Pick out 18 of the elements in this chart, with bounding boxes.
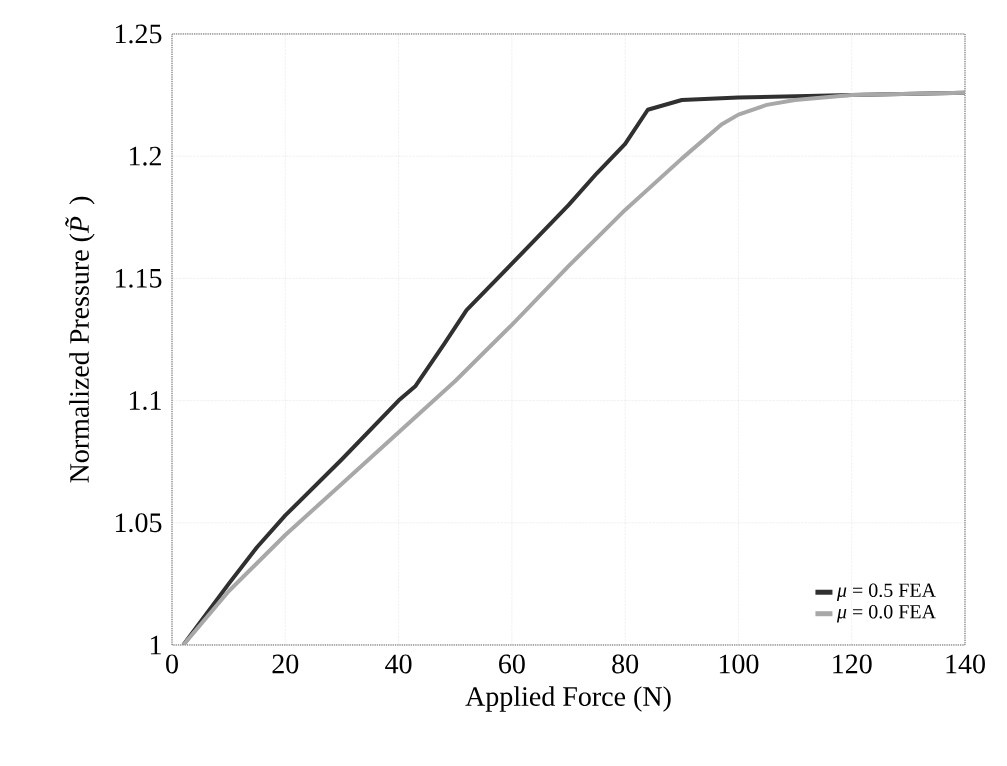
y-tick-label: 1.05 <box>115 513 162 533</box>
y-tick-label: 1.25 <box>115 24 162 44</box>
x-axis-title: Applied Force (N) <box>465 686 671 712</box>
y-tick-label: 1 <box>150 635 161 655</box>
x-tick-label: 120 <box>833 654 872 674</box>
x-tick-label: 20 <box>272 654 299 674</box>
y-tick-label: 1.15 <box>115 268 162 288</box>
x-tick-label: 0 <box>166 654 178 674</box>
x-tick-label: 80 <box>612 654 639 674</box>
y-axis-title: Normalized Pressure (P̃) <box>65 196 95 483</box>
legend-label: μ = 0.5 FEA <box>836 583 936 602</box>
x-tick-label: 100 <box>719 654 759 674</box>
legend-label: μ = 0.0 FEA <box>836 604 936 623</box>
x-tick-label: 40 <box>385 654 412 674</box>
y-tick-label: 1.1 <box>129 391 161 411</box>
x-tick-label: 60 <box>499 654 525 674</box>
x-tick-label: 140 <box>946 654 985 674</box>
y-tick-label: 1.2 <box>129 146 161 166</box>
